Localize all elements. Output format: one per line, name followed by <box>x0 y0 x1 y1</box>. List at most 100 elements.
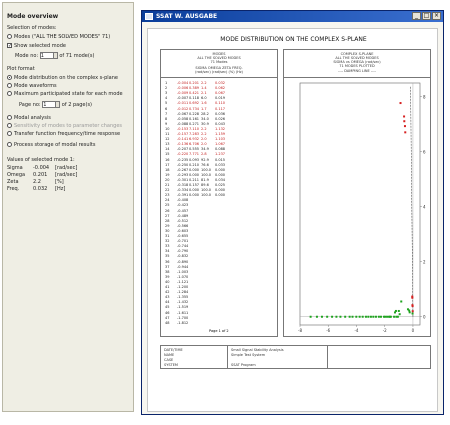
table-cell: 0.015 <box>215 157 226 162</box>
value-row-freq: Freq. 0.032 [Hz] <box>7 186 65 192</box>
value-name: Zeta <box>7 179 19 185</box>
sensitivity-radio-icon[interactable] <box>7 123 12 128</box>
transfer-function-radio[interactable]: Transfer function frequency/time respons… <box>7 131 120 137</box>
footer-left-4: SYSTEM <box>164 363 178 367</box>
table-cell: -1.519 <box>177 305 189 310</box>
mode-total: 71 <box>65 53 73 59</box>
table-cell: 76.6 <box>201 162 209 167</box>
table-cell: -0.944 <box>177 264 189 269</box>
table-cell: 0.692 <box>189 101 200 106</box>
pole-marker <box>320 315 323 318</box>
table-cell: 0.271 <box>189 121 200 126</box>
table-row: 44 -1.432 <box>165 300 229 305</box>
show-selected-mode-label: Show selected mode <box>14 43 66 49</box>
table-cell: 26 <box>165 208 170 213</box>
distribution-radio-icon[interactable] <box>7 75 12 80</box>
pole-marker <box>379 315 382 318</box>
transfer-function-label: Transfer function frequency/time respons… <box>14 131 121 137</box>
value-unit: [rad/sec] <box>55 165 78 171</box>
table-row: 2 -0.0060.389 1.4 0.062 <box>165 86 229 91</box>
max-state-radio[interactable]: Maximum participated state for each mode <box>7 91 123 97</box>
pole-marker <box>411 295 414 298</box>
table-cell: 25 <box>165 203 170 208</box>
y-tick-label: 8 <box>423 94 426 99</box>
pole-marker <box>397 309 400 312</box>
mode-no-spin-arrows-icon[interactable] <box>53 52 58 59</box>
pole-marker <box>348 315 351 318</box>
pole-marker <box>403 120 406 123</box>
show-selected-mode-checkbox[interactable]: ✓ Show selected mode <box>7 43 66 49</box>
page-footer: Page 1 of 2 <box>209 329 229 333</box>
table-cell: 7.110 <box>189 126 200 131</box>
modal-analysis-radio[interactable]: Modal analysis <box>7 115 51 121</box>
page-no-spin-arrows-icon[interactable] <box>56 101 61 108</box>
process-storage-radio-icon[interactable] <box>7 142 12 147</box>
transfer-function-radio-icon[interactable] <box>7 131 12 136</box>
table-cell: 21 <box>165 183 170 187</box>
table-cell: 6.932 <box>189 137 200 142</box>
table-cell: -0.007 <box>177 96 189 101</box>
mode-overview-panel: Mode overview Selection of modes: Modes … <box>2 2 134 412</box>
maximize-icon[interactable]: □ <box>422 12 431 20</box>
process-storage-radio[interactable]: Process storage of modal results <box>7 142 95 148</box>
table-cell: 28.2 <box>201 111 209 116</box>
table-cell: -0.136 <box>177 142 189 147</box>
modal-analysis-radio-icon[interactable] <box>7 115 12 120</box>
table-row: 14 -0.2070.555 34.9 0.088 <box>165 147 229 152</box>
page-no-label: Page no: <box>19 102 41 108</box>
pole-marker <box>377 315 380 318</box>
process-storage-label: Process storage of modal results <box>14 142 96 148</box>
table-cell: -0.058 <box>177 116 189 121</box>
table-cell: 30 <box>165 228 170 233</box>
table-cell: 28 <box>165 218 170 223</box>
footer-left-1: DATE/TIME <box>164 348 183 352</box>
table-cell: 100.0 <box>201 188 212 193</box>
waveforms-radio[interactable]: Mode waveforms <box>7 83 57 89</box>
window-titlebar[interactable]: SSAT W. AUSGABE _ □ × <box>142 11 443 22</box>
table-cell: 2 <box>165 86 168 91</box>
table-cell: -0.890 <box>177 259 189 264</box>
pole-marker <box>326 315 329 318</box>
pole-marker <box>406 308 409 311</box>
table-cell: -0.088 <box>177 121 189 126</box>
mode-no-input[interactable]: 1 <box>39 52 54 59</box>
window-title: SSAT W. AUSGABE <box>156 13 218 20</box>
table-cell: -1.611 <box>177 310 189 315</box>
minimize-icon[interactable]: _ <box>412 12 421 20</box>
table-row: 15 -0.2207.771 2.8 1.237 <box>165 152 229 157</box>
max-state-radio-icon[interactable] <box>7 91 12 96</box>
table-cell: -0.157 <box>177 132 189 136</box>
report-footer: DATE/TIME NAME CASE SYSTEM Small Signal … <box>160 345 431 369</box>
waveforms-label: Mode waveforms <box>14 83 57 89</box>
table-cell: 1.7 <box>201 106 207 111</box>
close-icon[interactable]: × <box>432 12 441 20</box>
table-row: 5 -0.0110.692 1.6 0.110 <box>165 101 229 106</box>
pole-marker <box>374 315 377 318</box>
sensitivity-radio[interactable]: Sensitivity of modes to parameter change… <box>7 123 122 129</box>
all-modes-radio[interactable]: Modes ("ALL THE SOLVED MODES" 71) <box>7 34 110 40</box>
table-cell: 0.118 <box>189 96 200 101</box>
checkmark-icon[interactable]: ✓ <box>7 43 13 49</box>
pole-marker <box>408 309 411 312</box>
table-cell: 0.555 <box>189 147 200 152</box>
table-column-names: SIGMA OMEGA ZETA FREQ. <box>195 66 243 70</box>
table-cell: 14 <box>165 147 170 152</box>
page-no-input[interactable]: 1 <box>42 101 57 108</box>
waveforms-radio-icon[interactable] <box>7 83 12 88</box>
pole-marker <box>351 315 354 318</box>
table-cell: -0.603 <box>177 228 189 233</box>
footer-left-2: NAME <box>164 353 175 357</box>
all-modes-radio-icon[interactable] <box>7 34 12 39</box>
table-cell: -0.334 <box>177 188 189 193</box>
table-cell: 48 <box>165 320 170 325</box>
distribution-radio[interactable]: Mode distribution on the complex s-plane <box>7 75 118 81</box>
table-cell: 46 <box>165 310 170 315</box>
table-cell: 2.1 <box>201 91 207 96</box>
value-row-sigma: Sigma -0.004 [rad/sec] <box>7 165 77 171</box>
table-cell: -0.489 <box>177 213 189 218</box>
value-unit: [rad/sec] <box>55 172 78 178</box>
table-cell: 47 <box>165 315 170 320</box>
s-plane-plot: COMPLEX S-PLANE ALL THE SOLVED MODES SIG… <box>283 49 431 337</box>
table-cell: 44 <box>165 300 170 305</box>
table-cell: 0.032 <box>215 81 226 85</box>
